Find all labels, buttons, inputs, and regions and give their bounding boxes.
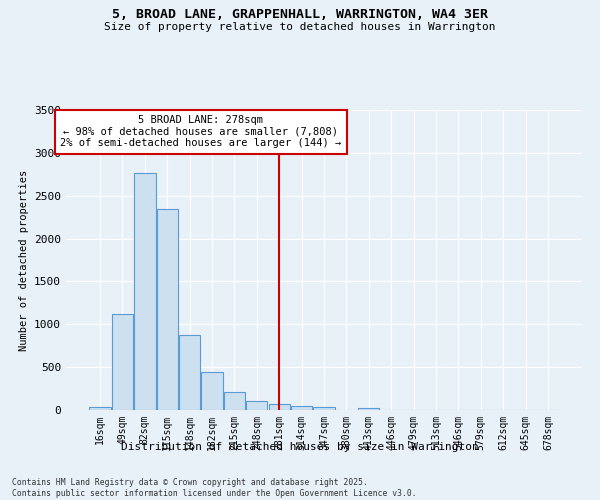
Bar (202, 372, 223, 410)
Bar (358, 408, 379, 410)
Bar (112, 314, 133, 410)
Bar (89, 406, 111, 410)
Bar (179, 334, 200, 410)
Bar (224, 392, 245, 410)
Bar (134, 174, 155, 410)
Bar (157, 210, 178, 410)
Bar (291, 406, 312, 410)
Bar (269, 404, 290, 410)
Text: Distribution of detached houses by size in Warrington: Distribution of detached houses by size … (121, 442, 479, 452)
Y-axis label: Number of detached properties: Number of detached properties (19, 170, 29, 350)
Text: Size of property relative to detached houses in Warrington: Size of property relative to detached ho… (104, 22, 496, 32)
Text: 5 BROAD LANE: 278sqm
← 98% of detached houses are smaller (7,808)
2% of semi-det: 5 BROAD LANE: 278sqm ← 98% of detached h… (60, 115, 341, 148)
Bar (246, 400, 268, 410)
Text: 5, BROAD LANE, GRAPPENHALL, WARRINGTON, WA4 3ER: 5, BROAD LANE, GRAPPENHALL, WARRINGTON, … (112, 8, 488, 20)
Bar (313, 408, 335, 410)
Text: Contains HM Land Registry data © Crown copyright and database right 2025.
Contai: Contains HM Land Registry data © Crown c… (12, 478, 416, 498)
